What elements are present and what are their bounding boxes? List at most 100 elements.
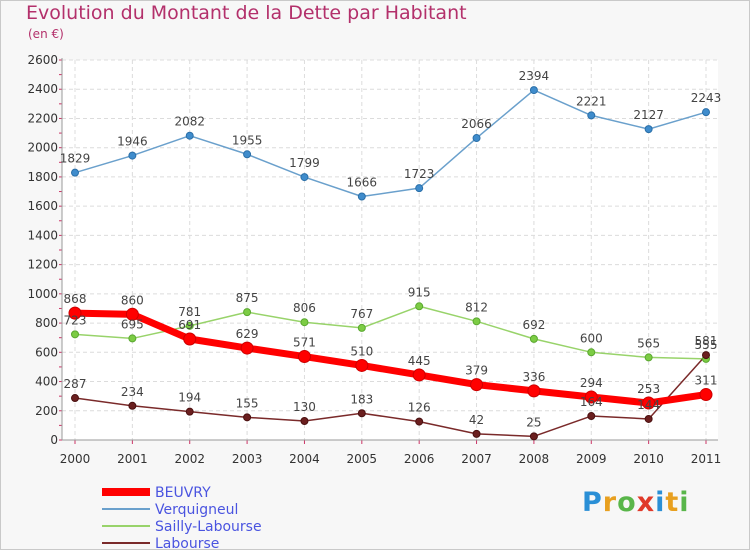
legend-label: Sailly-Labourse	[155, 519, 262, 535]
y-tick-label: 2600	[27, 53, 58, 67]
data-point	[240, 341, 254, 355]
x-tick-label: 2005	[347, 452, 378, 466]
data-point	[185, 321, 194, 330]
data-label: 155	[236, 396, 259, 410]
data-label: 194	[178, 391, 201, 405]
data-label: 692	[522, 318, 545, 332]
data-label: 253	[637, 382, 660, 396]
data-label: 2243	[691, 91, 722, 105]
data-label: 1666	[347, 176, 378, 190]
data-label: 1829	[60, 152, 91, 166]
y-tick-label: 2200	[27, 111, 58, 125]
data-point	[185, 131, 194, 140]
data-label: 445	[408, 354, 431, 368]
data-point	[128, 151, 137, 160]
data-point	[300, 417, 309, 425]
data-label: 571	[293, 336, 316, 350]
data-point	[529, 86, 538, 95]
data-point	[355, 358, 369, 372]
chart-title: Evolution du Montant de la Dette par Hab…	[26, 2, 467, 24]
legend-label: Labourse	[155, 536, 219, 550]
data-point	[300, 173, 309, 182]
data-point	[415, 417, 424, 426]
data-point	[587, 348, 596, 357]
data-point	[128, 401, 137, 410]
data-point	[584, 390, 598, 404]
data-point	[68, 306, 82, 320]
data-point	[527, 384, 541, 398]
y-tick-label: 2400	[27, 82, 58, 96]
data-label: 2127	[633, 108, 664, 122]
data-point	[71, 168, 79, 177]
x-tick-label: 2000	[60, 452, 91, 466]
data-point	[125, 307, 139, 321]
data-point	[472, 429, 481, 438]
data-point	[185, 407, 194, 416]
legend-label: Verquigneul	[155, 502, 238, 518]
data-label: 379	[465, 364, 488, 378]
data-point	[71, 394, 79, 403]
x-tick-label: 2007	[461, 452, 492, 466]
data-point	[183, 332, 197, 346]
data-label: 767	[350, 307, 373, 321]
y-tick-label: 600	[35, 345, 58, 359]
data-label: 336	[522, 370, 545, 384]
data-label: 183	[350, 392, 373, 406]
data-point	[357, 409, 366, 418]
data-point	[702, 351, 710, 360]
data-label: 510	[350, 344, 373, 358]
data-point	[415, 184, 424, 193]
data-label: 875	[236, 291, 259, 305]
data-point	[472, 317, 481, 326]
data-label: 164	[580, 395, 603, 409]
y-tick-label: 1600	[27, 199, 58, 213]
chart-unit-label: (en €)	[28, 27, 64, 41]
y-tick-label: 400	[35, 375, 58, 389]
data-point	[243, 413, 252, 422]
data-label: 695	[121, 317, 144, 331]
y-tick-label: 200	[35, 404, 58, 418]
data-point	[472, 134, 481, 143]
data-label: 806	[293, 301, 316, 315]
series-line-labourse	[74, 354, 707, 438]
x-tick-label: 2010	[633, 452, 664, 466]
data-point	[587, 412, 596, 421]
data-label: 287	[64, 377, 87, 391]
x-tick-label: 2001	[117, 452, 148, 466]
data-point	[415, 302, 424, 311]
data-label: 600	[580, 331, 603, 345]
data-point	[412, 368, 426, 382]
data-label: 581	[695, 334, 718, 348]
data-point	[699, 388, 713, 402]
data-point	[529, 334, 538, 343]
data-point	[357, 323, 366, 332]
data-label: 2394	[519, 69, 550, 83]
y-tick-label: 1200	[27, 258, 58, 272]
y-tick-label: 0	[50, 433, 58, 447]
data-point	[587, 111, 596, 120]
data-point	[357, 192, 366, 201]
data-label: 130	[293, 400, 316, 414]
series-line-verquigneul	[74, 89, 707, 198]
data-label: 1955	[232, 133, 263, 147]
plot-area	[62, 60, 718, 440]
data-label: 860	[121, 293, 144, 307]
data-label: 1946	[117, 135, 148, 149]
data-label: 311	[695, 374, 718, 388]
data-point	[470, 378, 484, 392]
data-label: 723	[64, 313, 87, 327]
data-label: 915	[408, 285, 431, 299]
proxiti-logo: Proxiti	[582, 487, 690, 518]
data-label: 2066	[461, 117, 492, 131]
data-point	[644, 125, 653, 134]
data-point	[297, 350, 311, 364]
data-point	[644, 414, 653, 423]
x-tick-label: 2009	[576, 452, 607, 466]
x-tick-label: 2003	[232, 452, 263, 466]
data-label: 144	[637, 398, 660, 412]
y-tick-label: 1000	[27, 287, 58, 301]
data-label: 126	[408, 401, 431, 415]
data-point	[644, 353, 653, 362]
data-label: 1799	[289, 156, 320, 170]
